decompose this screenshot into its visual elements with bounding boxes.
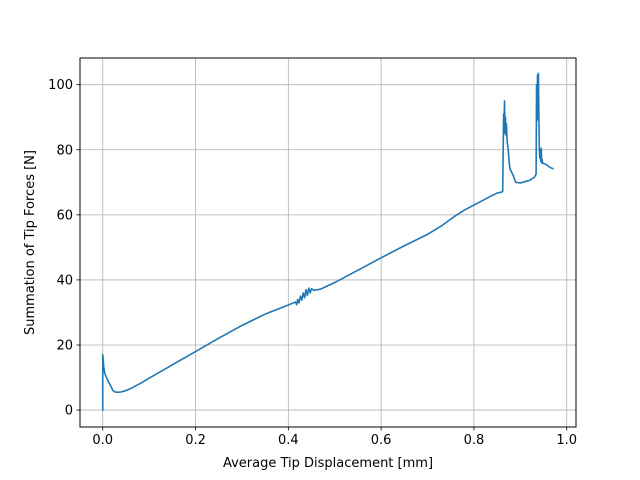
y-tick-label: 60: [56, 208, 73, 223]
y-tick-label: 40: [56, 273, 73, 288]
y-tick-label: 100: [48, 78, 73, 93]
y-axis-ticks: 0 20 40 60 80 100: [48, 78, 80, 419]
y-axis-label: Summation of Tip Forces [N]: [23, 150, 38, 335]
y-tick-label: 20: [56, 339, 73, 354]
x-axis-label: Average Tip Displacement [mm]: [223, 456, 433, 471]
x-tick-label: 0.0: [92, 433, 113, 448]
x-tick-label: 0.4: [278, 433, 299, 448]
x-tick-label: 0.2: [185, 433, 206, 448]
x-tick-label: 1.0: [556, 433, 577, 448]
grid: [80, 58, 576, 427]
y-tick-label: 80: [56, 143, 73, 158]
x-tick-label: 0.6: [371, 433, 392, 448]
x-axis-ticks: 0.0 0.2 0.4 0.6 0.8 1.0: [92, 427, 577, 448]
plot-frame: [79, 57, 577, 428]
y-tick-label: 0: [65, 404, 73, 419]
x-tick-label: 0.8: [464, 433, 485, 448]
series-line: [101, 72, 554, 411]
plot-line-group: [101, 72, 554, 411]
